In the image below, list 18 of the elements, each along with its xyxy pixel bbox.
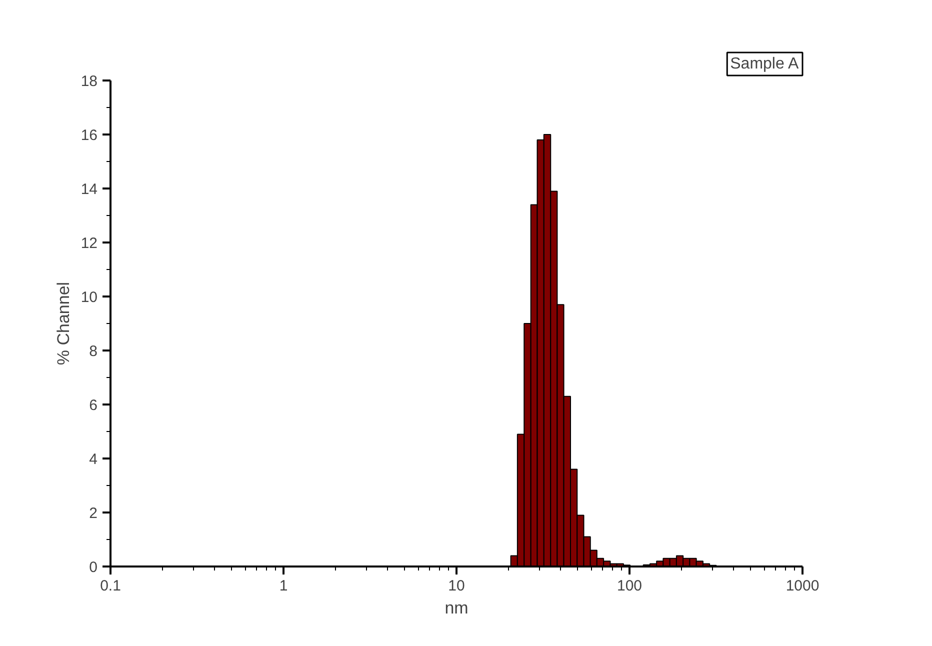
y-tick-label: 2 — [89, 505, 98, 522]
y-tick-label: 12 — [80, 235, 98, 252]
y-tick-label: 16 — [80, 127, 98, 144]
y-tick-label: 8 — [89, 343, 98, 360]
x-axis-title: nm — [444, 598, 468, 618]
y-tick-label: 0 — [89, 559, 98, 576]
x-tick-label: 10 — [448, 578, 465, 594]
text: Sample A — [730, 56, 799, 72]
x-tick-label: 1 — [279, 578, 288, 594]
x-tick-label: 1000 — [786, 578, 820, 594]
x-tick-label: 100 — [616, 578, 642, 594]
y-axis-title: % Channel — [54, 282, 73, 366]
x-tick-label: 0.1 — [100, 578, 121, 594]
y-tick-label: 10 — [80, 289, 98, 306]
y-tick-label: 4 — [89, 451, 98, 468]
y-tick-label: 6 — [89, 397, 98, 414]
y-tick-label: 14 — [80, 181, 98, 198]
y-tick-label: 18 — [80, 73, 98, 90]
